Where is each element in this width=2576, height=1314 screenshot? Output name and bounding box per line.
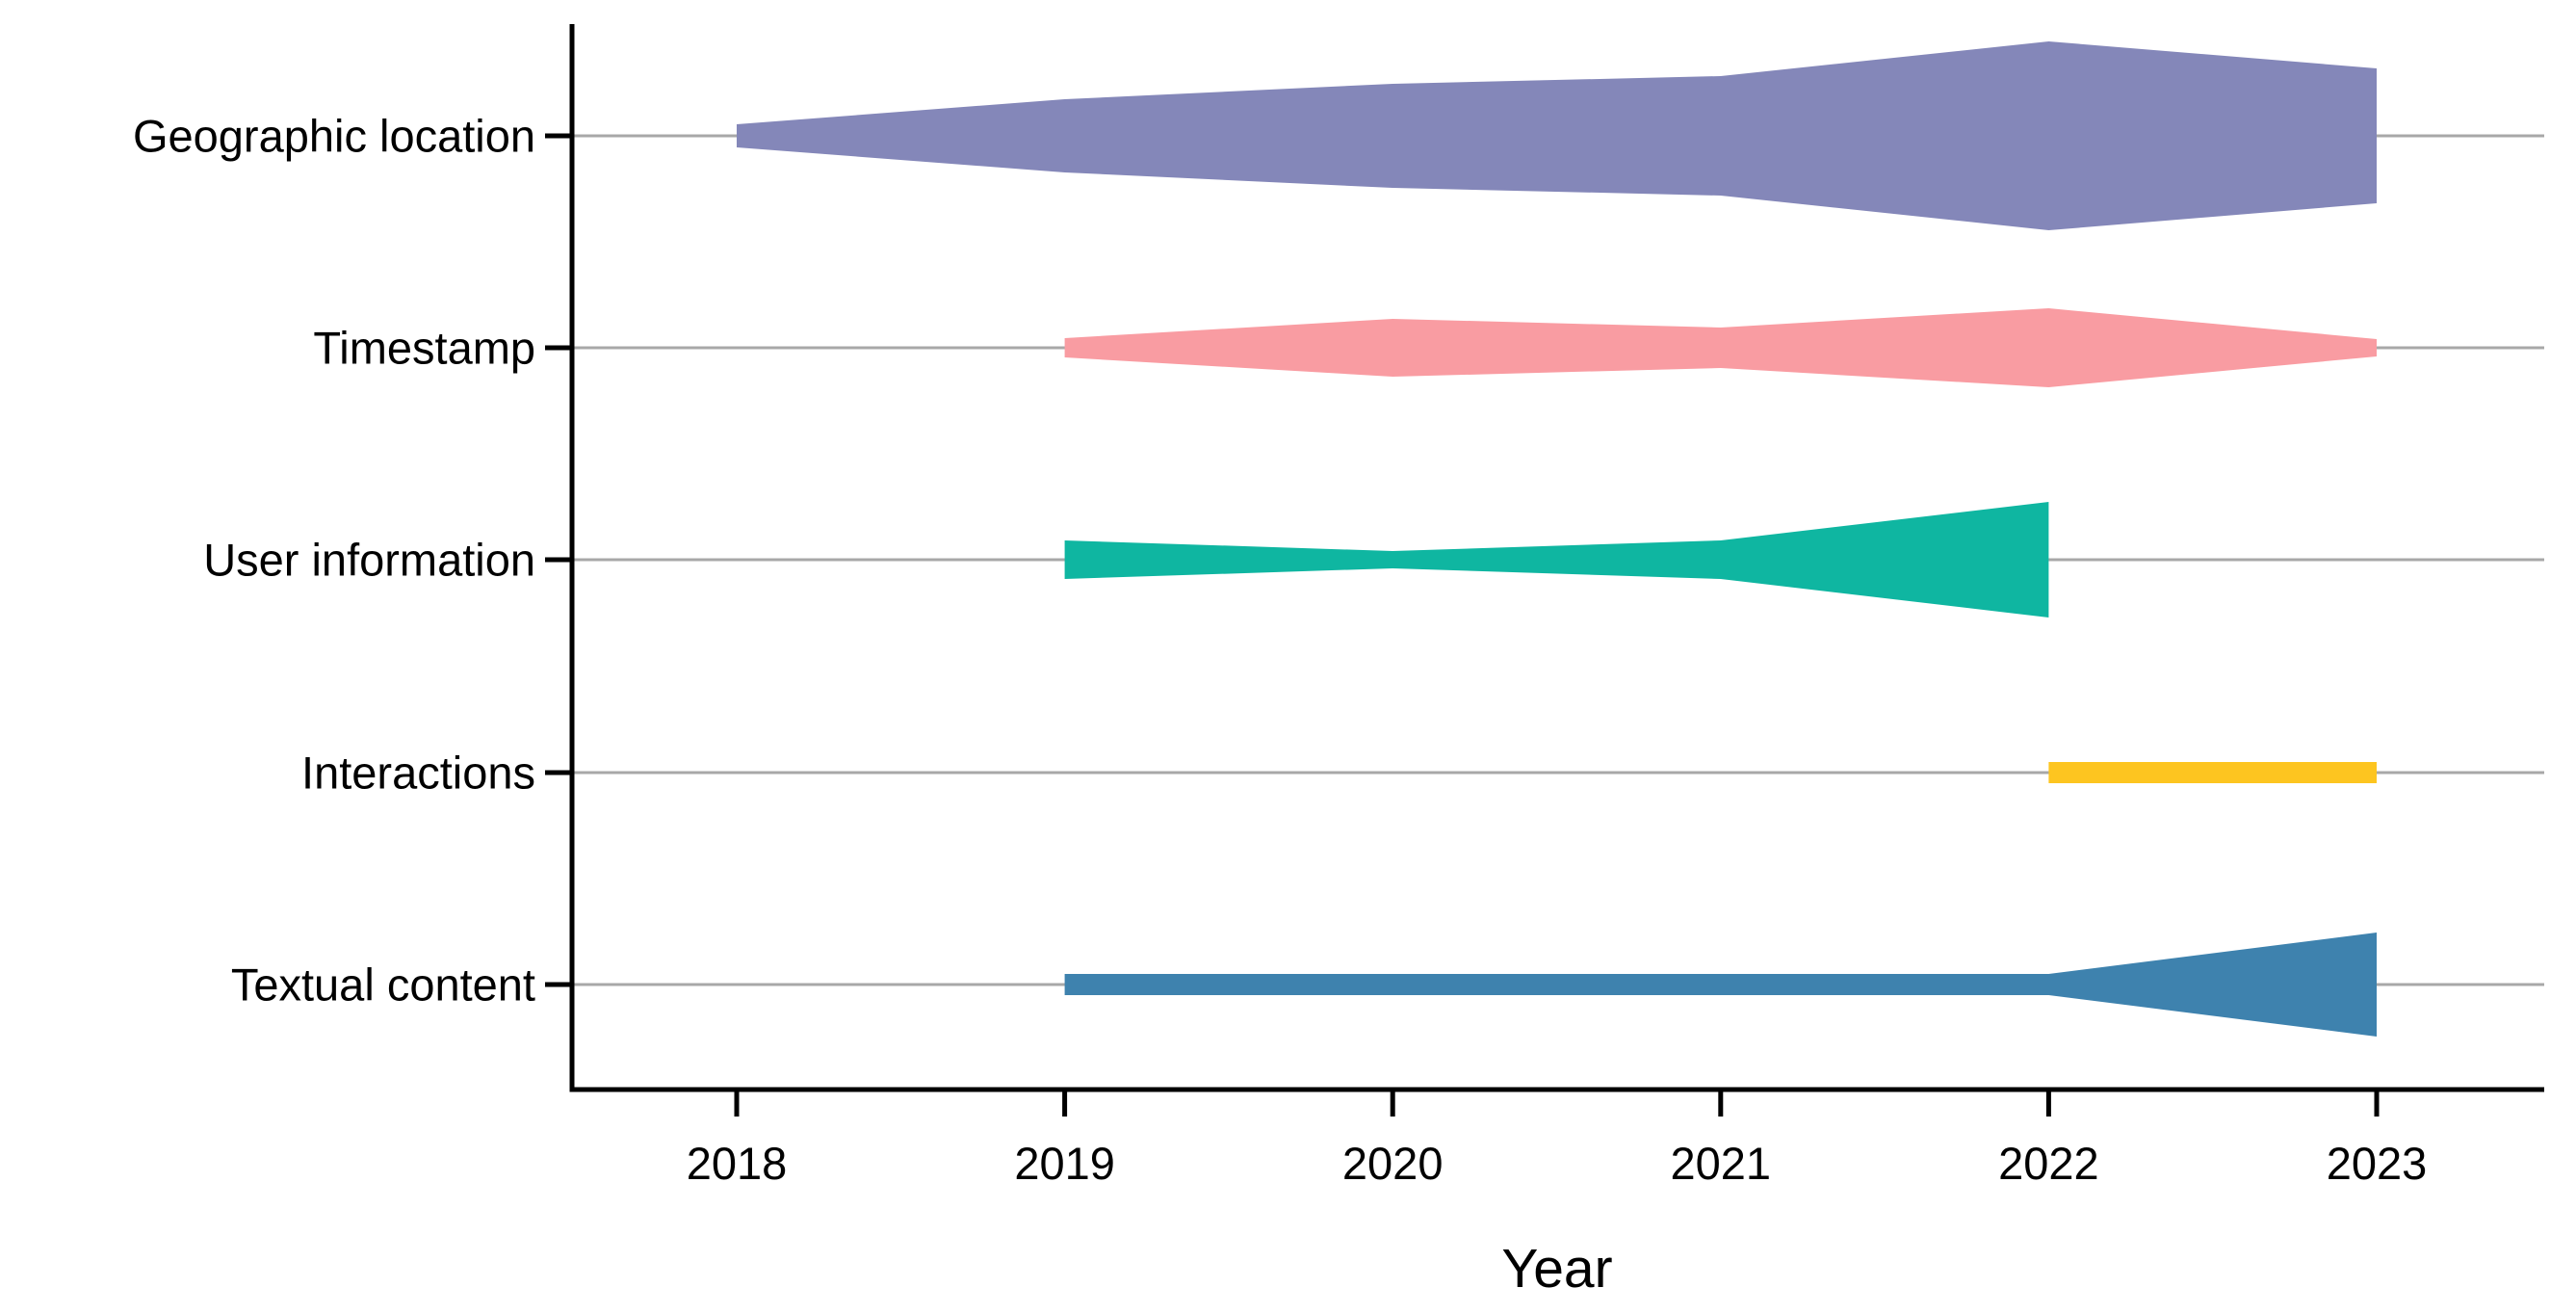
x-tick-label-2019: 2019 (1014, 1138, 1115, 1189)
y-category-label-textual-content: Textual content (231, 959, 535, 1011)
x-tick-label-2018: 2018 (687, 1138, 788, 1189)
stream-geographic-location (737, 41, 2377, 230)
y-category-label-timestamp: Timestamp (313, 323, 535, 374)
x-tick-label-2022: 2022 (1998, 1138, 2099, 1189)
stream-textual-content (1064, 933, 2377, 1037)
x-tick-label-2023: 2023 (2327, 1138, 2428, 1189)
y-category-label-geographic-location: Geographic location (133, 111, 535, 162)
stream-timestamp (1064, 308, 2377, 387)
stream-user-information (1064, 502, 2049, 618)
y-category-label-user-information: User information (203, 535, 535, 586)
x-tick-label-2021: 2021 (1671, 1138, 1772, 1189)
stream-interactions (2048, 762, 2377, 783)
y-category-label-interactions: Interactions (301, 748, 535, 799)
x-tick-label-2020: 2020 (1342, 1138, 1444, 1189)
x-axis-title: Year (1501, 1238, 1612, 1300)
